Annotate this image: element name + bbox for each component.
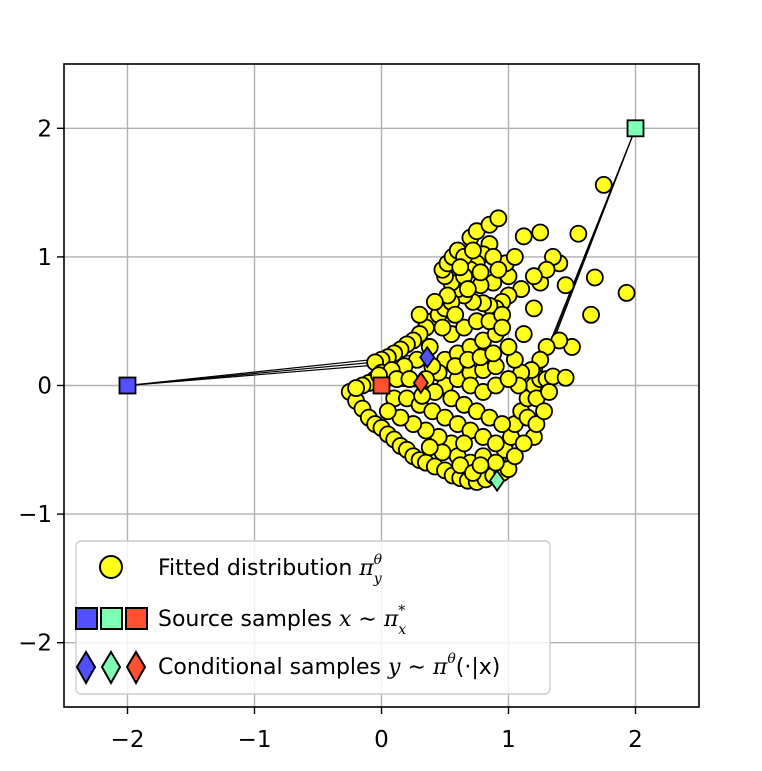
source-sample-green xyxy=(626,119,645,138)
fitted-point xyxy=(471,456,490,475)
y-tick-label: 2 xyxy=(37,116,52,142)
fitted-point xyxy=(451,258,470,277)
fitted-point xyxy=(527,415,546,433)
x-tick-label: −1 xyxy=(238,727,272,753)
y-tick-label: −2 xyxy=(18,631,52,657)
fitted-point xyxy=(585,268,604,287)
fitted-point xyxy=(556,368,575,387)
fitted-point xyxy=(471,263,490,282)
fitted-point xyxy=(489,260,508,279)
fitted-point xyxy=(455,434,473,453)
fitted-point xyxy=(556,276,575,295)
fitted-point xyxy=(617,284,636,302)
conditional-sample-red xyxy=(412,371,429,395)
fitted-point xyxy=(484,344,503,363)
legend-fitted-marker xyxy=(99,555,123,579)
fitted-point xyxy=(493,415,512,433)
fitted-point xyxy=(569,224,588,243)
legend-conditional-blue-marker xyxy=(75,650,97,686)
conditional-sample-blue xyxy=(419,345,436,369)
x-tick-label: 1 xyxy=(501,727,516,753)
fitted-point xyxy=(493,318,512,337)
fitted-point xyxy=(489,209,508,228)
source-sample-red xyxy=(372,376,391,395)
fitted-point xyxy=(347,379,366,397)
fitted-point xyxy=(486,434,505,453)
legend-source-green-marker xyxy=(100,607,123,630)
fitted-point xyxy=(464,241,482,260)
legend-source-blue-marker xyxy=(75,607,98,630)
fitted-point xyxy=(433,318,452,337)
fitted-point xyxy=(514,325,533,343)
fitted-point xyxy=(594,175,613,194)
legend-conditional-green-marker xyxy=(100,650,122,686)
legend: Fitted distribution πyθ Source samples x… xyxy=(75,540,551,695)
fitted-point xyxy=(505,447,524,466)
legend-conditional-label: Conditional samples y ∼ πθ(·|x) xyxy=(158,651,500,680)
fitted-point xyxy=(535,402,553,421)
source-samples xyxy=(118,119,645,395)
x-axis-ticks: −2 −1 0 1 2 xyxy=(111,707,643,753)
fitted-point xyxy=(531,223,550,242)
fitted-point xyxy=(540,383,559,401)
fitted-point xyxy=(446,305,465,324)
source-sample-blue xyxy=(118,376,137,395)
x-tick-label: −2 xyxy=(111,727,145,753)
legend-fitted-label: Fitted distribution πyθ xyxy=(158,552,383,587)
fitted-point xyxy=(410,305,429,324)
conditional-samples xyxy=(412,345,506,493)
fitted-point xyxy=(505,247,524,266)
x-tick-label: 2 xyxy=(628,727,643,753)
y-tick-label: −1 xyxy=(18,502,52,528)
fitted-point xyxy=(582,305,600,324)
y-tick-label: 1 xyxy=(37,245,52,271)
fitted-point xyxy=(514,434,533,453)
fitted-point xyxy=(514,227,533,246)
fitted-point xyxy=(486,453,505,472)
fitted-point xyxy=(499,370,518,388)
fitted-point xyxy=(525,299,543,318)
fitted-point xyxy=(420,438,439,457)
fitted-point xyxy=(458,280,477,298)
fitted-point xyxy=(499,338,518,356)
legend-conditional-red-marker xyxy=(125,650,147,686)
y-axis-ticks: −2 −1 0 1 2 xyxy=(18,116,64,657)
fitted-point xyxy=(425,293,444,311)
legend-source-label: Source samples x ∼ πx* xyxy=(158,603,406,638)
legend-source-red-marker xyxy=(125,607,148,630)
fitted-point xyxy=(451,456,470,475)
fitted-point xyxy=(378,402,397,421)
fitted-point xyxy=(525,267,543,286)
fitted-points xyxy=(340,175,636,491)
conditional-sample-green xyxy=(488,469,506,493)
y-tick-label: 0 xyxy=(37,374,52,400)
x-tick-label: 0 xyxy=(374,727,389,753)
